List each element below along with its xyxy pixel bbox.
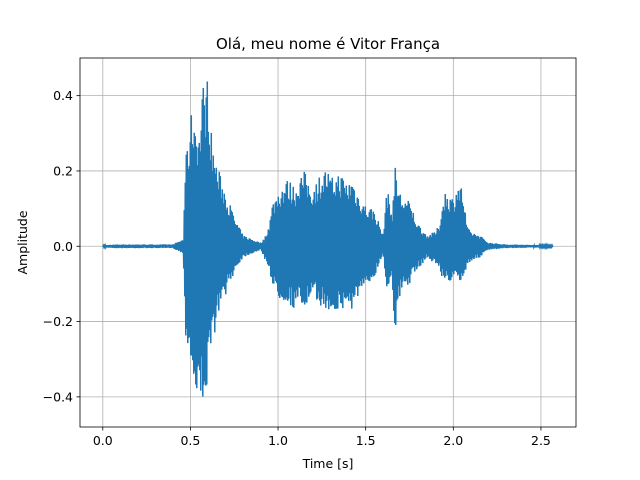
y-axis-label: Amplitude [15,210,30,274]
x-axis-ticks: 0.0 0.5 1.0 1.5 2.0 2.5 [93,427,551,448]
y-tick-label: −0.2 [43,314,73,329]
chart-title: Olá, meu nome é Vitor França [216,35,440,53]
x-axis-label: Time [s] [302,456,354,471]
y-tick-label: 0.4 [53,88,73,103]
y-tick-label: 0.0 [53,239,73,254]
x-tick-label: 1.5 [356,433,376,448]
waveform-series-line [102,81,554,397]
x-tick-label: 0.5 [180,433,200,448]
plot-area [102,81,554,397]
y-axis-ticks: −0.4 −0.2 0.0 0.2 0.4 [43,88,80,404]
x-tick-label: 2.5 [531,433,551,448]
x-tick-label: 0.0 [93,433,113,448]
y-tick-label: 0.2 [53,163,73,178]
axes-frame [79,57,577,428]
y-tick-label: −0.4 [43,389,73,404]
x-tick-label: 1.0 [268,433,288,448]
x-tick-label: 2.0 [443,433,463,448]
